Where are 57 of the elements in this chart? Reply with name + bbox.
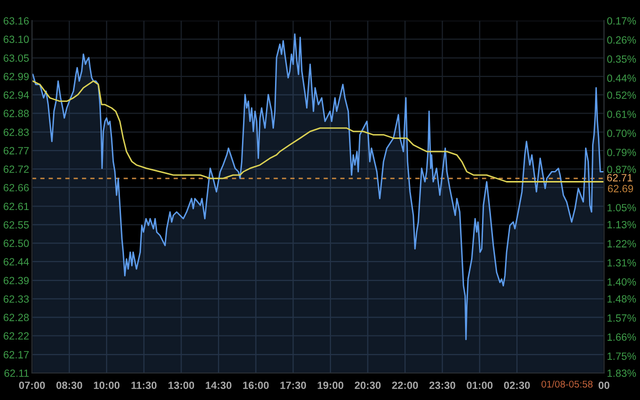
y-tick-label: 62.28 (4, 314, 29, 322)
y-tick-label: 63.05 (4, 54, 29, 62)
x-tick-label: 11:30 (132, 382, 157, 389)
x-tick-label: 13:00 (168, 382, 194, 389)
x-tick-label: 08:30 (56, 382, 82, 389)
y2-tick-label: 0.70% (607, 130, 636, 138)
y2-tick-label: 1.31% (608, 259, 636, 267)
y-tick-label: 62.99 (4, 72, 29, 80)
y-tick-label: 62.66 (4, 184, 29, 192)
y2-tick-label: 1.13% (608, 220, 636, 228)
y-tick-label: 62.77 (4, 147, 29, 154)
y-tick-label: 62.61 (4, 202, 29, 210)
y2-tick-label: 0.26% (607, 36, 636, 44)
y-tick-label: 62.55 (4, 221, 29, 229)
y2-tick-label: 1.75% (608, 352, 636, 360)
y2-tick-label: 1.48% (608, 295, 636, 303)
annotation: 62.71 (607, 174, 632, 182)
y-tick-label: 62.72 (4, 166, 29, 173)
y2-tick-label: 0.35% (607, 55, 636, 63)
ref-line-label: 62.69 (608, 184, 634, 192)
y2-tick-label: 0.79% (607, 148, 636, 156)
y-tick-label: 62.22 (4, 332, 29, 340)
y2-tick-label: 0.61% (607, 110, 636, 118)
text: 01/08-05:58 (541, 380, 593, 388)
x-tick-label: 00 (598, 382, 610, 389)
y-tick-label: 62.83 (4, 128, 29, 136)
x-tick-label: 07:00 (19, 382, 45, 389)
y-tick-label: 62.88 (4, 110, 29, 118)
x-tick-label: 17:30 (280, 382, 306, 389)
y-tick-label: 62.17 (4, 351, 29, 358)
x-tick-label: 01:00 (466, 382, 493, 389)
y-tick-label: 63.16 (4, 17, 29, 25)
y2-tick-label: 0.52% (607, 91, 636, 99)
y2-tick-label: 0.44% (607, 74, 636, 82)
y-tick-label: 62.39 (4, 276, 29, 284)
y-tick-label: 62.33 (4, 295, 29, 303)
y-tick-label: 62.44 (4, 258, 29, 266)
x-tick-label: 22:00 (392, 382, 418, 389)
y2-tick-label: 1.22% (608, 240, 636, 248)
x-tick-label: 02:30 (504, 382, 530, 389)
x-tick-label: 10:00 (94, 382, 120, 389)
y2-tick-label: 1.57% (608, 314, 636, 322)
x-tick-label: 16:00 (243, 382, 269, 389)
x-tick-label: 14:30 (206, 382, 232, 389)
y-tick-label: 63.10 (4, 36, 29, 44)
y-tick-label: 62.11 (4, 370, 29, 377)
y2-tick-label: 1.66% (608, 333, 636, 341)
y2-tick-label: 0.87% (607, 166, 636, 174)
x-tick-label: 19:00 (318, 382, 344, 389)
y2-tick-label: 1.83% (608, 370, 636, 377)
y-tick-label: 62.94 (4, 91, 29, 99)
y2-tick-label: 1.40% (608, 278, 636, 286)
x-tick-label: 20:30 (354, 382, 381, 389)
x-tick-label: 23:30 (429, 382, 456, 389)
y-tick-label: 62.50 (4, 240, 29, 248)
y2-tick-label: 0.17% (607, 17, 636, 25)
y2-tick-label: 1.05% (608, 204, 636, 212)
